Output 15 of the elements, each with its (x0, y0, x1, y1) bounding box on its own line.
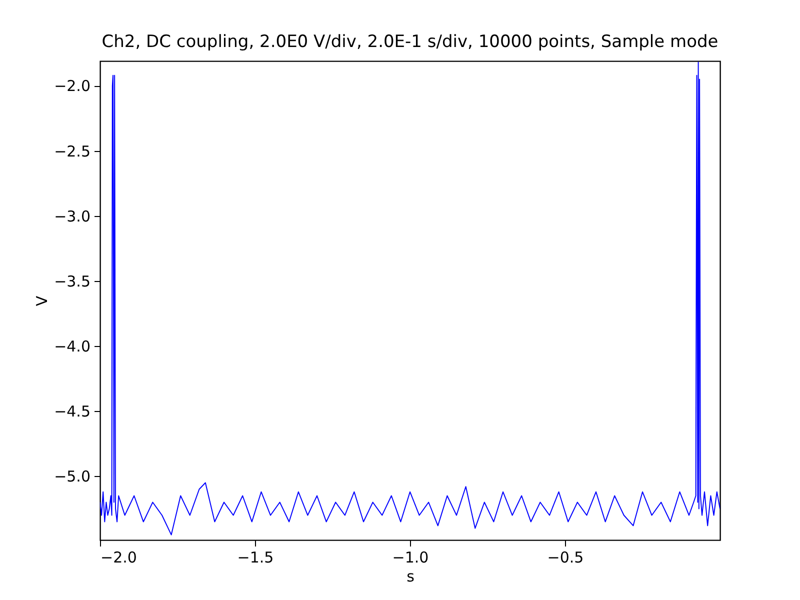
x-tick-label: −1.0 (392, 548, 429, 566)
y-tick-label: −4.5 (54, 402, 90, 421)
chart-title: Ch2, DC coupling, 2.0E0 V/div, 2.0E-1 s/div, 10000 points, Sample mode (102, 32, 718, 52)
y-tick-label: −2.5 (54, 142, 90, 160)
x-tick-label: −0.5 (547, 548, 584, 566)
y-tick-label: −2.0 (54, 77, 90, 96)
x-tick-label: −2.0 (100, 548, 137, 566)
y-tick-label: −5.0 (54, 468, 90, 486)
y-tick-label: −3.0 (54, 207, 90, 226)
y-axis-title: V (33, 295, 52, 306)
y-tick-label: −4.0 (54, 338, 90, 356)
x-tick-label: −1.5 (237, 548, 274, 566)
line-series (100, 62, 720, 536)
y-tick-label: −3.5 (54, 272, 90, 290)
x-axis-title: s (406, 568, 415, 586)
